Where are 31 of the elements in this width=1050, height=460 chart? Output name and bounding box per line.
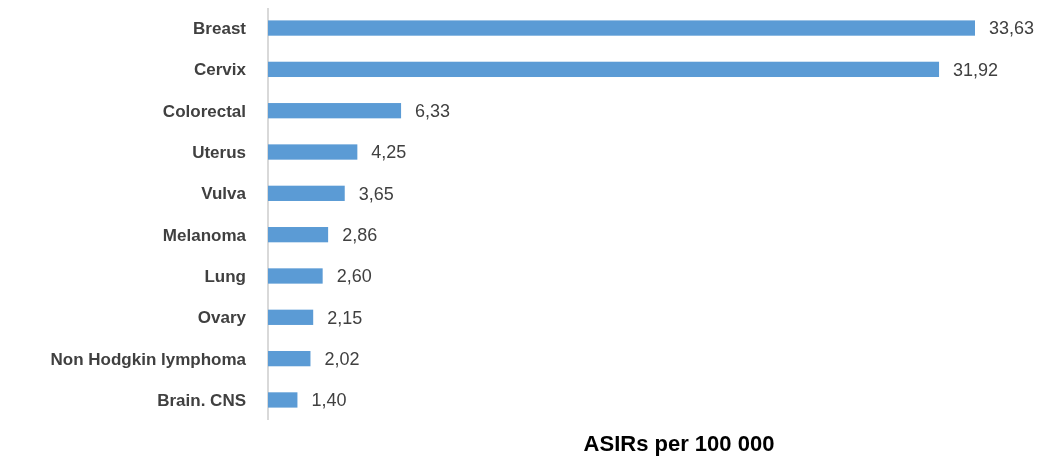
bar — [268, 350, 311, 367]
data-label: 4,25 — [371, 142, 407, 163]
bar — [268, 20, 975, 36]
data-label: 2,86 — [342, 224, 378, 245]
bar — [268, 185, 345, 201]
bar — [268, 309, 314, 325]
data-label: 33,63 — [989, 18, 1035, 39]
y-tick-label: Brain. CNS — [157, 390, 246, 410]
bar — [268, 227, 329, 243]
y-tick-label: Lung — [204, 266, 246, 286]
bar — [268, 268, 323, 284]
y-tick-label: Ovary — [197, 308, 247, 328]
data-label: 31,92 — [953, 59, 999, 80]
bar — [268, 392, 298, 408]
y-tick-label: Non Hodgkin lymphoma — [50, 349, 247, 369]
y-tick-label: Melanoma — [162, 225, 247, 245]
data-label: 2,02 — [324, 348, 360, 369]
data-label: 1,40 — [311, 390, 347, 411]
y-tick-label: Cervix — [194, 60, 247, 80]
bar — [268, 103, 402, 119]
y-tick-label: Breast — [193, 18, 247, 38]
y-tick-label: Colorectal — [162, 101, 246, 121]
data-label: 2,15 — [327, 307, 363, 328]
x-axis-title: ASIRs per 100 000 — [583, 431, 775, 456]
bar — [268, 144, 358, 160]
data-label: 2,60 — [336, 266, 372, 287]
bar — [268, 61, 940, 78]
y-tick-label: Uterus — [192, 142, 246, 162]
data-label: 3,65 — [358, 183, 394, 204]
y-tick-label: Vulva — [201, 184, 247, 204]
data-label: 6,33 — [415, 100, 451, 121]
